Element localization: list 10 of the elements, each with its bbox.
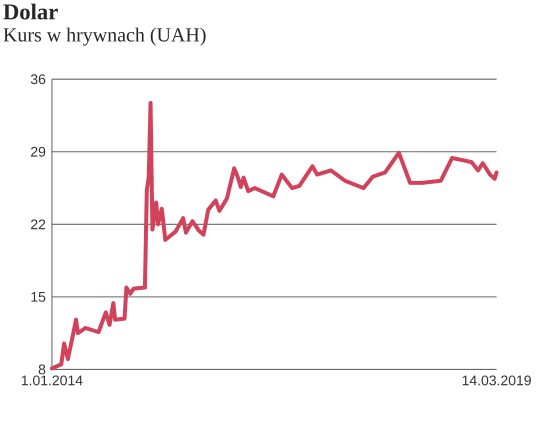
x-tick-label: 14.03.2019	[462, 375, 531, 386]
y-tick-label: 29	[31, 146, 46, 157]
y-tick-label: 22	[31, 219, 46, 230]
y-tick-label: 36	[30, 74, 46, 84]
y-tick-label: 8	[38, 364, 46, 374]
chart-title: Dolar	[3, 3, 58, 20]
line-series	[50, 100, 499, 370]
x-tick-label: 1.01.2014	[22, 375, 83, 386]
y-tick-label: 15	[31, 292, 46, 302]
chart-subtitle: Kurs w hrywnach (UAH)	[4, 27, 206, 46]
